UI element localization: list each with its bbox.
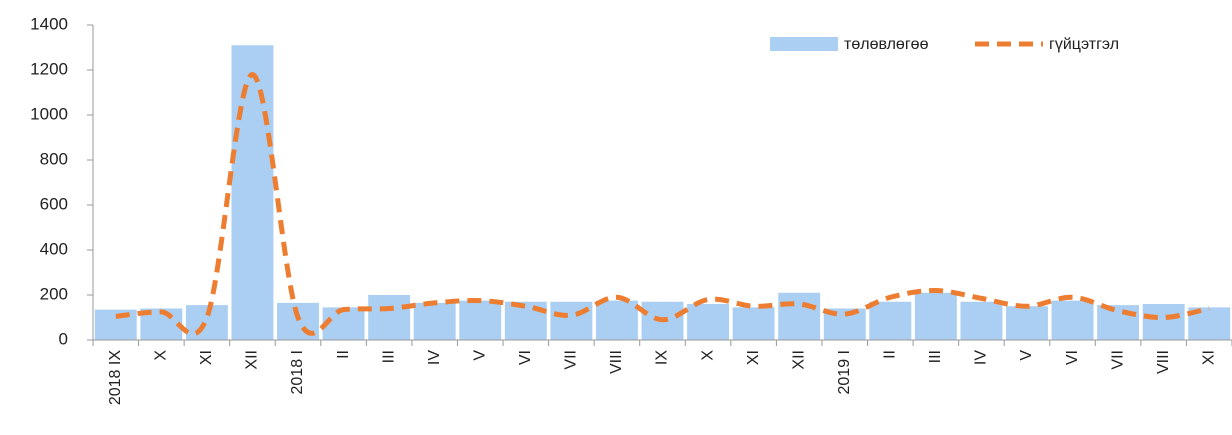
x-tick-label: XI [745, 350, 762, 365]
x-tick-label: 2018 IX [107, 350, 124, 405]
y-tick-label: 400 [40, 239, 68, 258]
x-tick-label: II [335, 350, 352, 359]
x-tick-label: III [927, 350, 944, 363]
line [115, 71, 1210, 337]
bar [595, 300, 638, 340]
x-tick-label: V [1018, 350, 1035, 361]
bar [413, 302, 456, 340]
x-tick-label: 2019 I [836, 350, 853, 394]
x-tick-label: VIII [1155, 350, 1172, 374]
bar [1097, 305, 1140, 340]
x-tick-label: XII [244, 350, 261, 370]
x-tick-label: VII [1109, 350, 1126, 370]
bar [1142, 304, 1185, 340]
y-tick-label: 0 [59, 329, 68, 348]
x-tick-label: III [380, 350, 397, 363]
legend-label: төлөвлөгөө [844, 36, 929, 53]
bar [1006, 306, 1048, 340]
legend-label: гүйцэтгэл [1049, 36, 1119, 53]
x-tick-label: VII [563, 350, 580, 370]
x-tick-label: X [699, 350, 716, 361]
bar [869, 301, 912, 340]
bar [1051, 300, 1094, 340]
x-tick-label: VIII [608, 350, 625, 374]
bar [914, 292, 957, 340]
bar [732, 307, 775, 340]
y-tick-label: 800 [40, 149, 68, 168]
bar [368, 295, 411, 340]
y-tick-label: 1200 [30, 59, 68, 78]
legend-swatch [770, 37, 838, 51]
bar [322, 307, 365, 340]
bar [231, 45, 274, 340]
x-tick-label: IV [973, 350, 990, 365]
bar [960, 301, 1003, 340]
bar [778, 292, 821, 340]
x-tick-label: V [471, 350, 488, 361]
x-tick-label: XI [198, 350, 215, 365]
y-tick-label: 1400 [30, 14, 68, 33]
x-tick-label: IX [654, 350, 671, 365]
y-tick-label: 600 [40, 194, 68, 213]
x-tick-label: X [153, 350, 170, 361]
x-tick-label: XII [790, 350, 807, 370]
x-tick-label: 2018 I [289, 350, 306, 394]
x-tick-label: IV [426, 350, 443, 365]
bar [687, 304, 730, 340]
y-tick-label: 1000 [30, 104, 68, 123]
y-tick-label: 200 [40, 284, 68, 303]
bar [459, 300, 502, 340]
x-tick-label: XI [1200, 350, 1217, 365]
x-tick-label: VI [517, 350, 534, 365]
x-tick-label: VI [1064, 350, 1081, 365]
x-tick-label: II [882, 350, 899, 359]
